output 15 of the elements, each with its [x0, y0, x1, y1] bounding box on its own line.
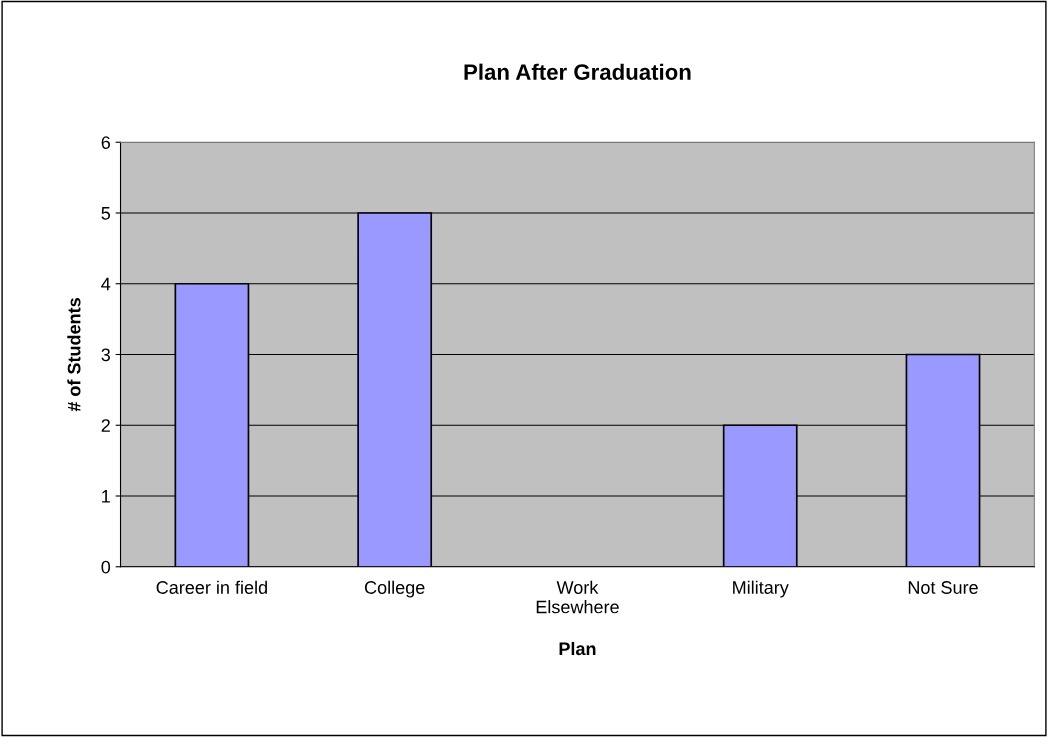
y-tick-label: 6 [101, 136, 111, 149]
y-tick-label: 1 [102, 490, 110, 503]
chart-title: Plan After Graduation [464, 63, 691, 80]
y-tick-label: 4 [101, 277, 111, 291]
y-tick-label: 5 [101, 207, 111, 220]
x-tick-label: Career in field [156, 580, 267, 594]
x-tick-label: Military [733, 580, 789, 598]
y-tick-label: 3 [101, 348, 111, 362]
y-tick-label: 2 [101, 419, 110, 432]
x-tick-label: College [364, 580, 425, 598]
x-axis-title: Plan [559, 641, 596, 656]
x-tick-label: Work Elsewhere [536, 580, 619, 614]
x-tick-label: Not Sure [908, 581, 978, 594]
y-axis-title: # of Students [67, 298, 81, 412]
y-tick-label: 0 [101, 560, 111, 574]
